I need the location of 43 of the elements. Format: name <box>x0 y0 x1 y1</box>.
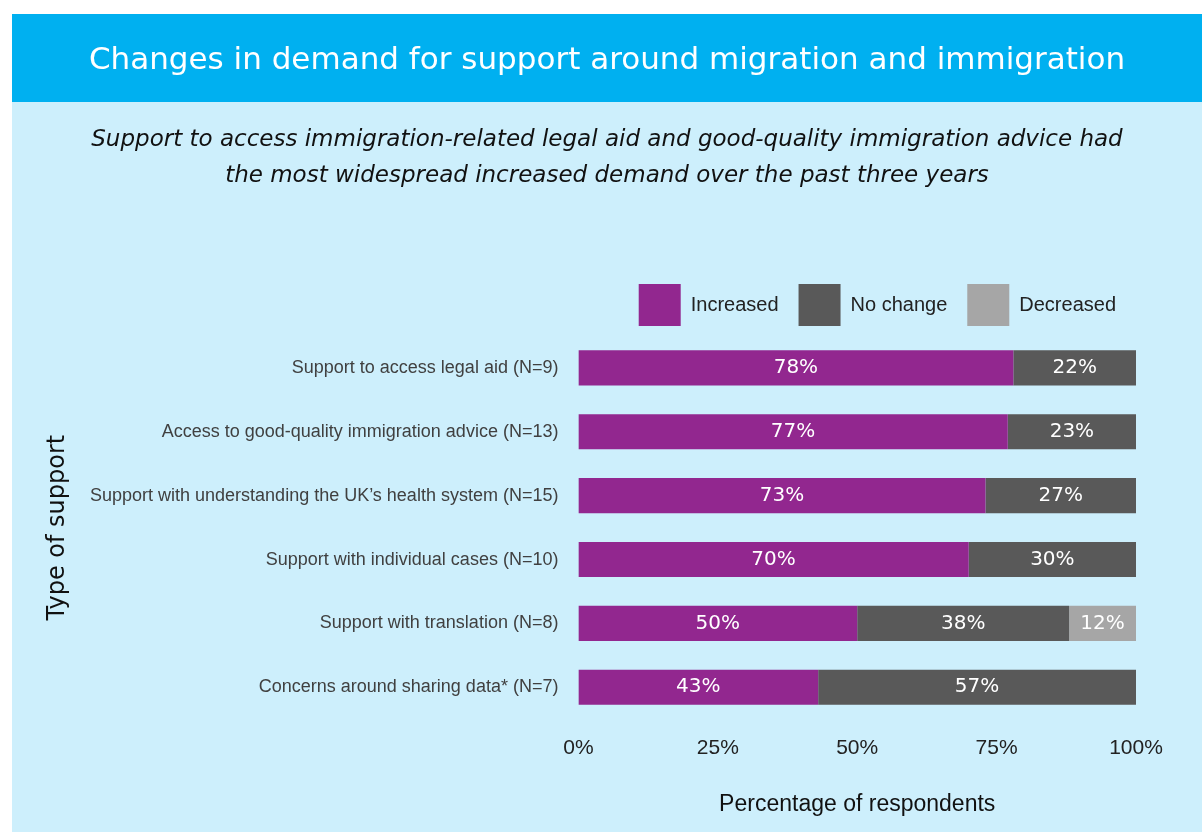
data-label: 12% <box>1080 609 1125 634</box>
y-tick-label: Concerns around sharing data* (N=7) <box>258 676 559 697</box>
data-label: 78% <box>773 354 819 379</box>
y-axis-title: Type of support <box>42 434 71 622</box>
bar <box>968 541 1136 578</box>
chart-subtitle: Support to access immigration-related legal aid and good-quality immigration advice had the most widespread increased demand over the past three years <box>90 124 1124 189</box>
legend-label: Decreased <box>1019 292 1116 315</box>
y-tick-label: Support with translation (N=8) <box>319 612 559 633</box>
y-tick-label: Support with individual cases (N=10) <box>265 548 559 569</box>
y-tick-label: Access to good-quality immigration advice (N=13) <box>161 420 559 441</box>
data-label: 23% <box>1049 418 1095 442</box>
bar <box>1007 414 1136 450</box>
data-label: 77% <box>770 418 816 442</box>
bar <box>578 541 969 578</box>
bar <box>857 605 1070 641</box>
bar <box>578 478 986 514</box>
bar <box>578 350 1014 386</box>
data-label: 70% <box>751 545 796 570</box>
y-tick-label: Support with understanding the UK’s health system (N=15) <box>90 484 559 505</box>
x-axis-title: Percentage of respondents <box>719 789 996 816</box>
legend-label: No change <box>850 292 948 315</box>
data-label: 50% <box>695 609 741 634</box>
data-label: 73% <box>759 481 805 506</box>
x-tick-label: 25% <box>696 734 739 758</box>
bar <box>578 669 819 705</box>
chart-title: Changes in demand for support around migration and immigration <box>12 14 1202 102</box>
data-label: 30% <box>1030 545 1075 570</box>
x-tick-label: 0% <box>563 734 594 758</box>
y-tick-label: Support to access legal aid (N=9) <box>291 356 559 377</box>
data-label: 22% <box>1052 354 1097 379</box>
bar <box>1013 350 1136 386</box>
x-tick-label: 75% <box>975 734 1018 758</box>
data-label: 27% <box>1038 481 1083 506</box>
legend-label: Increased <box>690 292 779 315</box>
data-label: 57% <box>954 673 1000 698</box>
x-tick-label: 50% <box>836 734 879 758</box>
bar <box>985 478 1136 514</box>
bar <box>818 669 1136 705</box>
data-label: 43% <box>676 673 721 698</box>
x-tick-label: 100% <box>1109 734 1163 758</box>
bar <box>578 605 858 641</box>
data-label: 38% <box>940 609 986 634</box>
bar <box>578 414 1008 450</box>
